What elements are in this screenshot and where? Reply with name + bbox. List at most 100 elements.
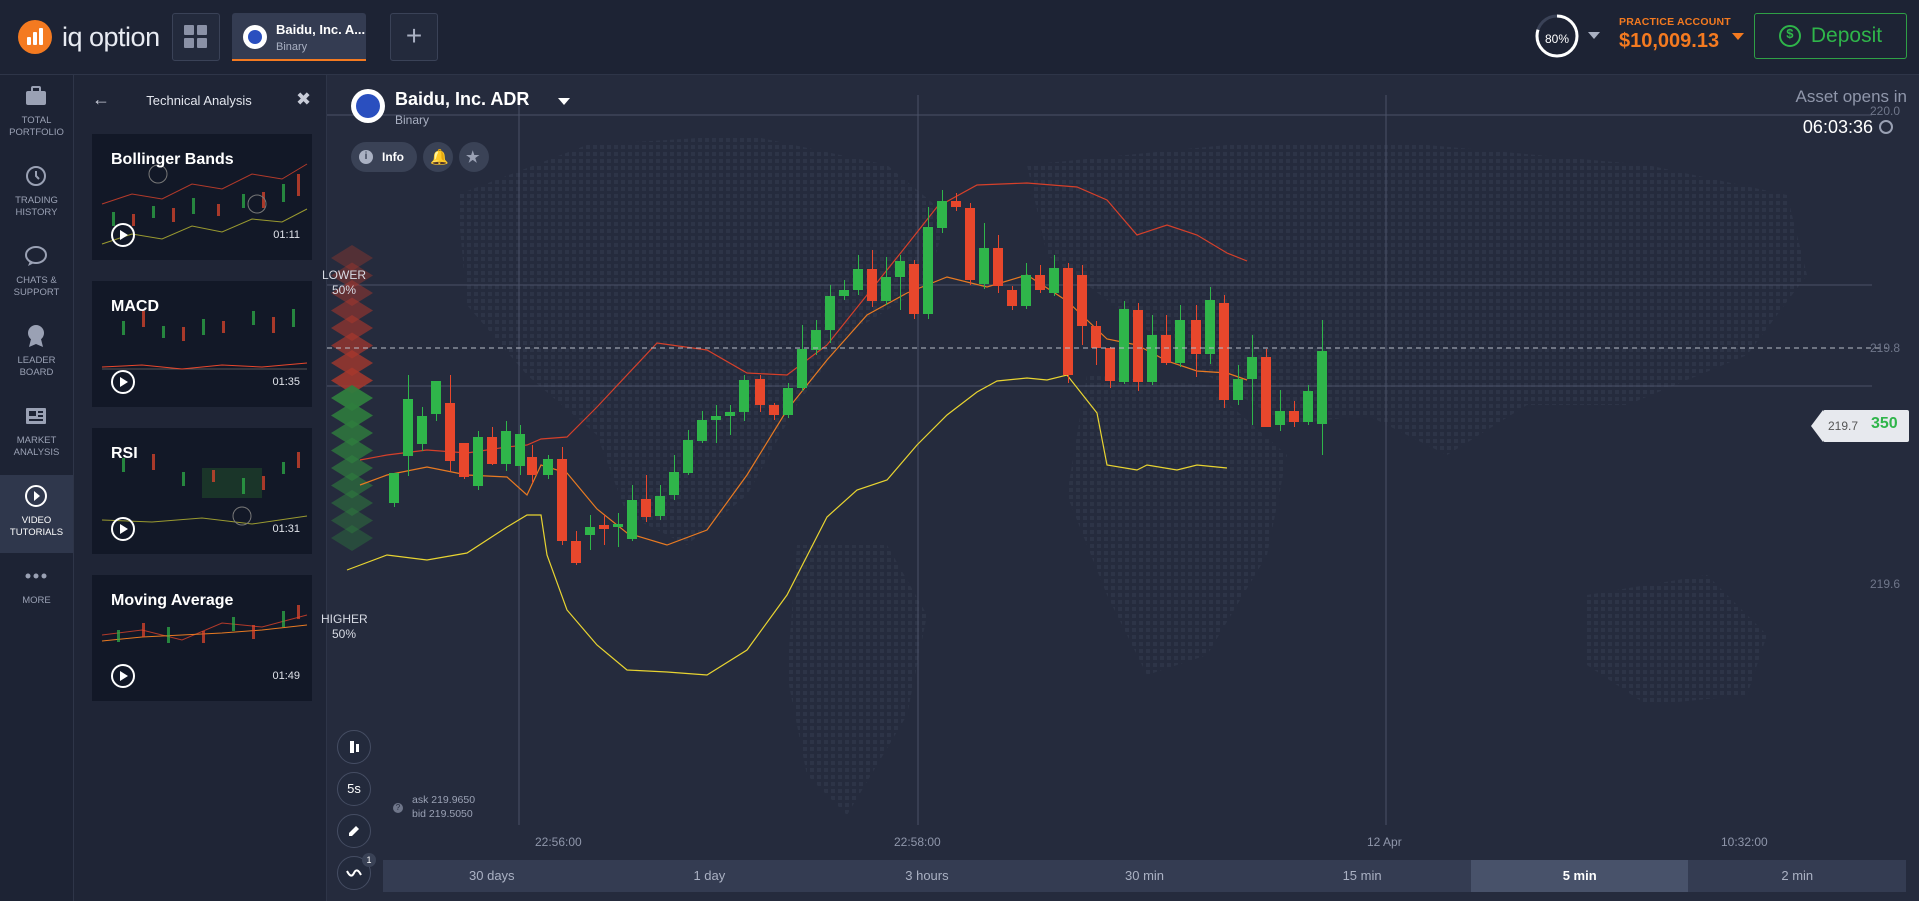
drawing-tools-button[interactable] [337, 814, 371, 848]
range-30-days[interactable]: 30 days [469, 868, 515, 883]
play-icon[interactable] [111, 664, 135, 688]
deposit-button[interactable]: Deposit [1754, 13, 1907, 59]
brand-logo[interactable]: iq option [18, 20, 160, 54]
candle-up [853, 269, 863, 290]
candle-up [1175, 320, 1185, 363]
price-chart[interactable] [327, 75, 1919, 901]
world-map-background [457, 135, 1807, 815]
bollinger-upper-line [359, 182, 1248, 461]
candle-down [769, 405, 779, 415]
candle-up [895, 261, 905, 277]
range-1-day[interactable]: 1 day [693, 868, 726, 883]
range-5-min[interactable]: 5 min [1470, 860, 1689, 892]
sentiment-diamond [331, 402, 373, 429]
range-30-min[interactable]: 30 min [1125, 868, 1165, 883]
range-15-min[interactable]: 15 min [1342, 868, 1382, 883]
nav-total-portfolio[interactable]: TOTAL PORTFOLIO [0, 75, 73, 153]
video-title: MACD [111, 298, 159, 315]
add-tab-button[interactable]: + [390, 13, 438, 61]
chart-type-button[interactable] [337, 730, 371, 764]
ask-price: ask 219.9650 [412, 794, 476, 806]
x-tick: 22:56:00 [535, 835, 582, 849]
sentiment-diamond [331, 332, 373, 359]
candle-up [543, 459, 553, 475]
asset-tab[interactable]: Baidu, Inc. A... Binary [232, 13, 366, 61]
sentiment-diamond [331, 455, 373, 481]
candle-up [669, 472, 679, 495]
range-2-min[interactable]: 2 min [1781, 868, 1814, 883]
interval-button[interactable]: 5s [337, 772, 371, 806]
candle-up [1303, 391, 1313, 422]
nav-trading-history[interactable]: TRADING HISTORY [0, 155, 73, 233]
candle-up [613, 524, 623, 527]
video-card-macd[interactable]: MACD 01:35 [92, 281, 312, 407]
indicators-button[interactable]: 1 [337, 853, 376, 890]
chevron-down-icon[interactable] [1588, 32, 1600, 39]
candle-down [599, 525, 609, 529]
panel-title: Technical Analysis [146, 93, 252, 108]
candle-down [571, 541, 581, 563]
bollinger-thumbnail [101, 163, 308, 245]
candle-up [627, 500, 637, 539]
y-tick: 219.8 [1870, 341, 1901, 355]
nav-label: VIDEO TUTORIALS [9, 515, 64, 538]
candle-up [979, 248, 989, 284]
candle-down [459, 443, 469, 477]
candle-up [1049, 268, 1059, 293]
candle-down [1091, 326, 1101, 348]
favorite-button[interactable]: ★ [459, 142, 489, 172]
back-arrow-icon[interactable]: ← [92, 89, 110, 109]
candle-down [1289, 411, 1299, 422]
account-type[interactable]: PRACTICE ACCOUNT [1619, 16, 1731, 28]
nav-chats-support[interactable]: CHATS & SUPPORT [0, 235, 73, 313]
chart-area[interactable]: Baidu, Inc. ADR Binary i Info 🔔 ★ Asset … [321, 75, 1919, 901]
candle-down [1261, 357, 1271, 427]
info-button[interactable]: i Info [351, 142, 417, 172]
grid-layout-button[interactable] [172, 13, 220, 61]
nav-label: MORE [22, 595, 51, 606]
sentiment-lower: LOWER 50% [321, 268, 367, 298]
candle-down [557, 459, 567, 541]
video-card-bollinger[interactable]: Bollinger Bands 01:11 [92, 134, 312, 260]
candle-down [951, 201, 961, 207]
candle-down [641, 499, 651, 517]
asset-name[interactable]: Baidu, Inc. ADR [395, 89, 530, 109]
video-card-rsi[interactable]: RSI 01:31 [92, 428, 312, 554]
play-icon[interactable] [111, 223, 135, 247]
candle-up [739, 380, 749, 412]
candle-up [697, 420, 707, 441]
video-card-moving-average[interactable]: Moving Average 01:49 [92, 575, 312, 701]
macd-thumbnail [101, 309, 308, 370]
candle-up [473, 437, 483, 486]
play-icon[interactable] [111, 370, 135, 394]
bollinger-lower-line [346, 374, 1228, 676]
candle-up [389, 473, 399, 503]
profit-gauge-icon[interactable] [1534, 13, 1580, 59]
nav-more[interactable]: MORE [0, 555, 73, 633]
top-bar: iq option Baidu, Inc. A... Binary + 80% … [0, 0, 1919, 75]
candle-up [1275, 411, 1285, 425]
candle-icon [350, 741, 359, 753]
close-icon[interactable]: ✖ [296, 89, 312, 109]
trophy-icon [28, 325, 44, 347]
y-tick: 220.0 [1870, 104, 1901, 118]
star-icon: ★ [466, 149, 480, 166]
alert-button[interactable]: 🔔 [423, 142, 453, 172]
candle-up [881, 277, 891, 301]
ask-bid: ask 219.9650 bid 219.5050 [412, 793, 475, 821]
sentiment-diamond [331, 367, 373, 394]
chevron-down-icon[interactable] [558, 98, 570, 105]
range-3-hours[interactable]: 3 hours [905, 868, 949, 883]
x-tick: 12 Apr [1367, 835, 1402, 849]
nav-label: CHATS & SUPPORT [13, 275, 60, 298]
nav-video-tutorials[interactable]: VIDEO TUTORIALS [0, 475, 73, 553]
candle-up [937, 201, 947, 228]
baidu-logo-icon [351, 89, 385, 123]
account-chevron-down-icon[interactable] [1732, 33, 1744, 40]
play-icon[interactable] [111, 517, 135, 541]
nav-leader-board[interactable]: LEADER BOARD [0, 315, 73, 393]
nav-market-analysis[interactable]: MARKET ANALYSIS [0, 395, 73, 473]
chat-icon [25, 246, 47, 266]
account-balance[interactable]: $10,009.13 [1619, 30, 1720, 52]
help-icon[interactable]: ? [393, 803, 403, 813]
